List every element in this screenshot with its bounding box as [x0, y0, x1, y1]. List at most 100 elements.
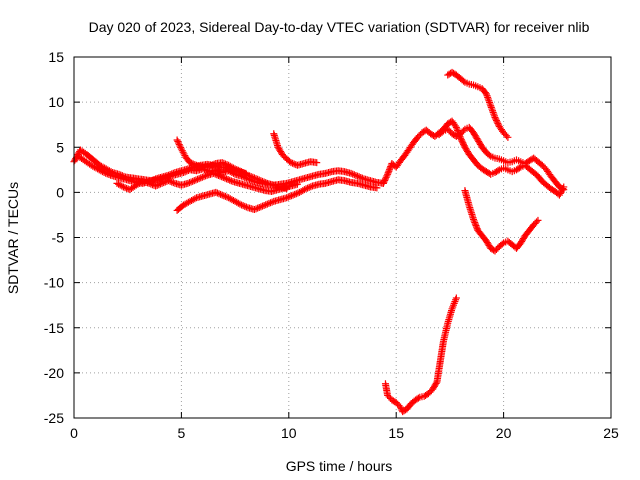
- data-point: [223, 161, 231, 169]
- y-tick-label: -20: [44, 365, 64, 381]
- data-point: [209, 161, 217, 169]
- data-point: [180, 150, 188, 158]
- data-point: [260, 201, 268, 209]
- data-point: [515, 164, 523, 172]
- data-point: [384, 170, 392, 178]
- y-tick-label: 0: [56, 184, 64, 200]
- data-point: [452, 123, 460, 131]
- data-point: [287, 159, 295, 167]
- data-point: [227, 177, 235, 185]
- data-point: [484, 95, 492, 103]
- data-point: [210, 160, 218, 168]
- axis-ticks: 0 5 10 15 20 25 -25 -20 -15 -10 -5 0 5 10 15: [44, 49, 619, 441]
- data-point: [153, 181, 161, 189]
- data-point: [383, 172, 391, 180]
- data-point: [234, 166, 242, 174]
- data-point: [307, 183, 315, 191]
- data-point: [558, 185, 566, 193]
- data-point: [100, 169, 108, 177]
- x-tick-label: 25: [603, 425, 619, 441]
- data-point: [491, 113, 499, 121]
- data-point: [384, 169, 392, 177]
- data-point: [452, 294, 460, 302]
- data-point: [486, 100, 494, 108]
- data-point: [262, 179, 270, 187]
- data-point: [156, 180, 164, 188]
- x-tick-label: 0: [70, 425, 78, 441]
- series-track-c: [113, 169, 301, 195]
- data-point: [215, 190, 223, 198]
- data-point: [192, 176, 200, 184]
- data-point: [489, 107, 497, 115]
- data-point: [190, 177, 198, 185]
- data-point: [302, 185, 310, 193]
- data-point: [488, 105, 496, 113]
- data-point: [220, 192, 228, 200]
- data-point: [493, 118, 501, 126]
- data-point: [252, 205, 260, 213]
- data-point: [382, 173, 390, 181]
- data-point: [173, 136, 181, 144]
- data-point: [211, 170, 219, 178]
- x-tick-label: 20: [496, 425, 512, 441]
- data-point: [381, 175, 389, 183]
- series-track-h: [435, 123, 568, 194]
- y-tick-label: -5: [52, 230, 65, 246]
- data-point: [487, 103, 495, 111]
- data-point: [268, 198, 276, 206]
- data-marks: [70, 68, 568, 416]
- series-track-f: [270, 130, 321, 169]
- data-point: [358, 174, 366, 182]
- data-point: [255, 176, 263, 184]
- data-point: [185, 179, 193, 187]
- data-point: [502, 132, 510, 140]
- data-point: [174, 138, 182, 146]
- data-point: [470, 217, 478, 225]
- data-point: [560, 186, 568, 194]
- data-point: [155, 181, 163, 189]
- data-point: [223, 175, 231, 183]
- data-point: [287, 192, 295, 200]
- data-point: [184, 179, 192, 187]
- data-point: [355, 173, 363, 181]
- x-axis-label: GPS time / hours: [286, 458, 393, 474]
- data-point: [216, 172, 224, 180]
- data-point: [242, 203, 250, 211]
- data-point: [207, 162, 215, 170]
- data-point: [451, 122, 459, 130]
- data-point: [214, 171, 222, 179]
- data-point: [250, 174, 258, 182]
- data-point: [239, 202, 247, 210]
- data-point: [150, 176, 158, 184]
- data-point: [231, 165, 239, 173]
- data-point: [205, 162, 213, 170]
- data-point: [221, 174, 229, 182]
- data-point: [198, 173, 206, 181]
- data-point: [186, 159, 194, 167]
- data-point: [118, 182, 126, 190]
- data-point: [490, 110, 498, 118]
- y-tick-label: 10: [48, 94, 64, 110]
- data-point: [263, 200, 271, 208]
- data-point: [175, 139, 183, 147]
- data-point: [189, 160, 197, 168]
- data-point: [300, 186, 308, 194]
- data-point: [258, 177, 266, 185]
- data-point: [152, 182, 160, 190]
- data-point: [438, 128, 446, 136]
- y-axis-label: SDTVAR / TECUs: [5, 182, 21, 294]
- data-point: [481, 89, 489, 97]
- data-point: [213, 189, 221, 197]
- data-point: [485, 97, 493, 105]
- data-point: [249, 173, 257, 181]
- series-track-k: [381, 294, 460, 416]
- data-point: [385, 167, 393, 175]
- data-point: [385, 166, 393, 174]
- y-tick-label: 5: [56, 139, 64, 155]
- series-track-d: [173, 136, 291, 193]
- data-point: [223, 193, 231, 201]
- data-point: [165, 177, 173, 185]
- data-point: [258, 202, 266, 210]
- data-point: [265, 199, 273, 207]
- data-point: [197, 174, 205, 182]
